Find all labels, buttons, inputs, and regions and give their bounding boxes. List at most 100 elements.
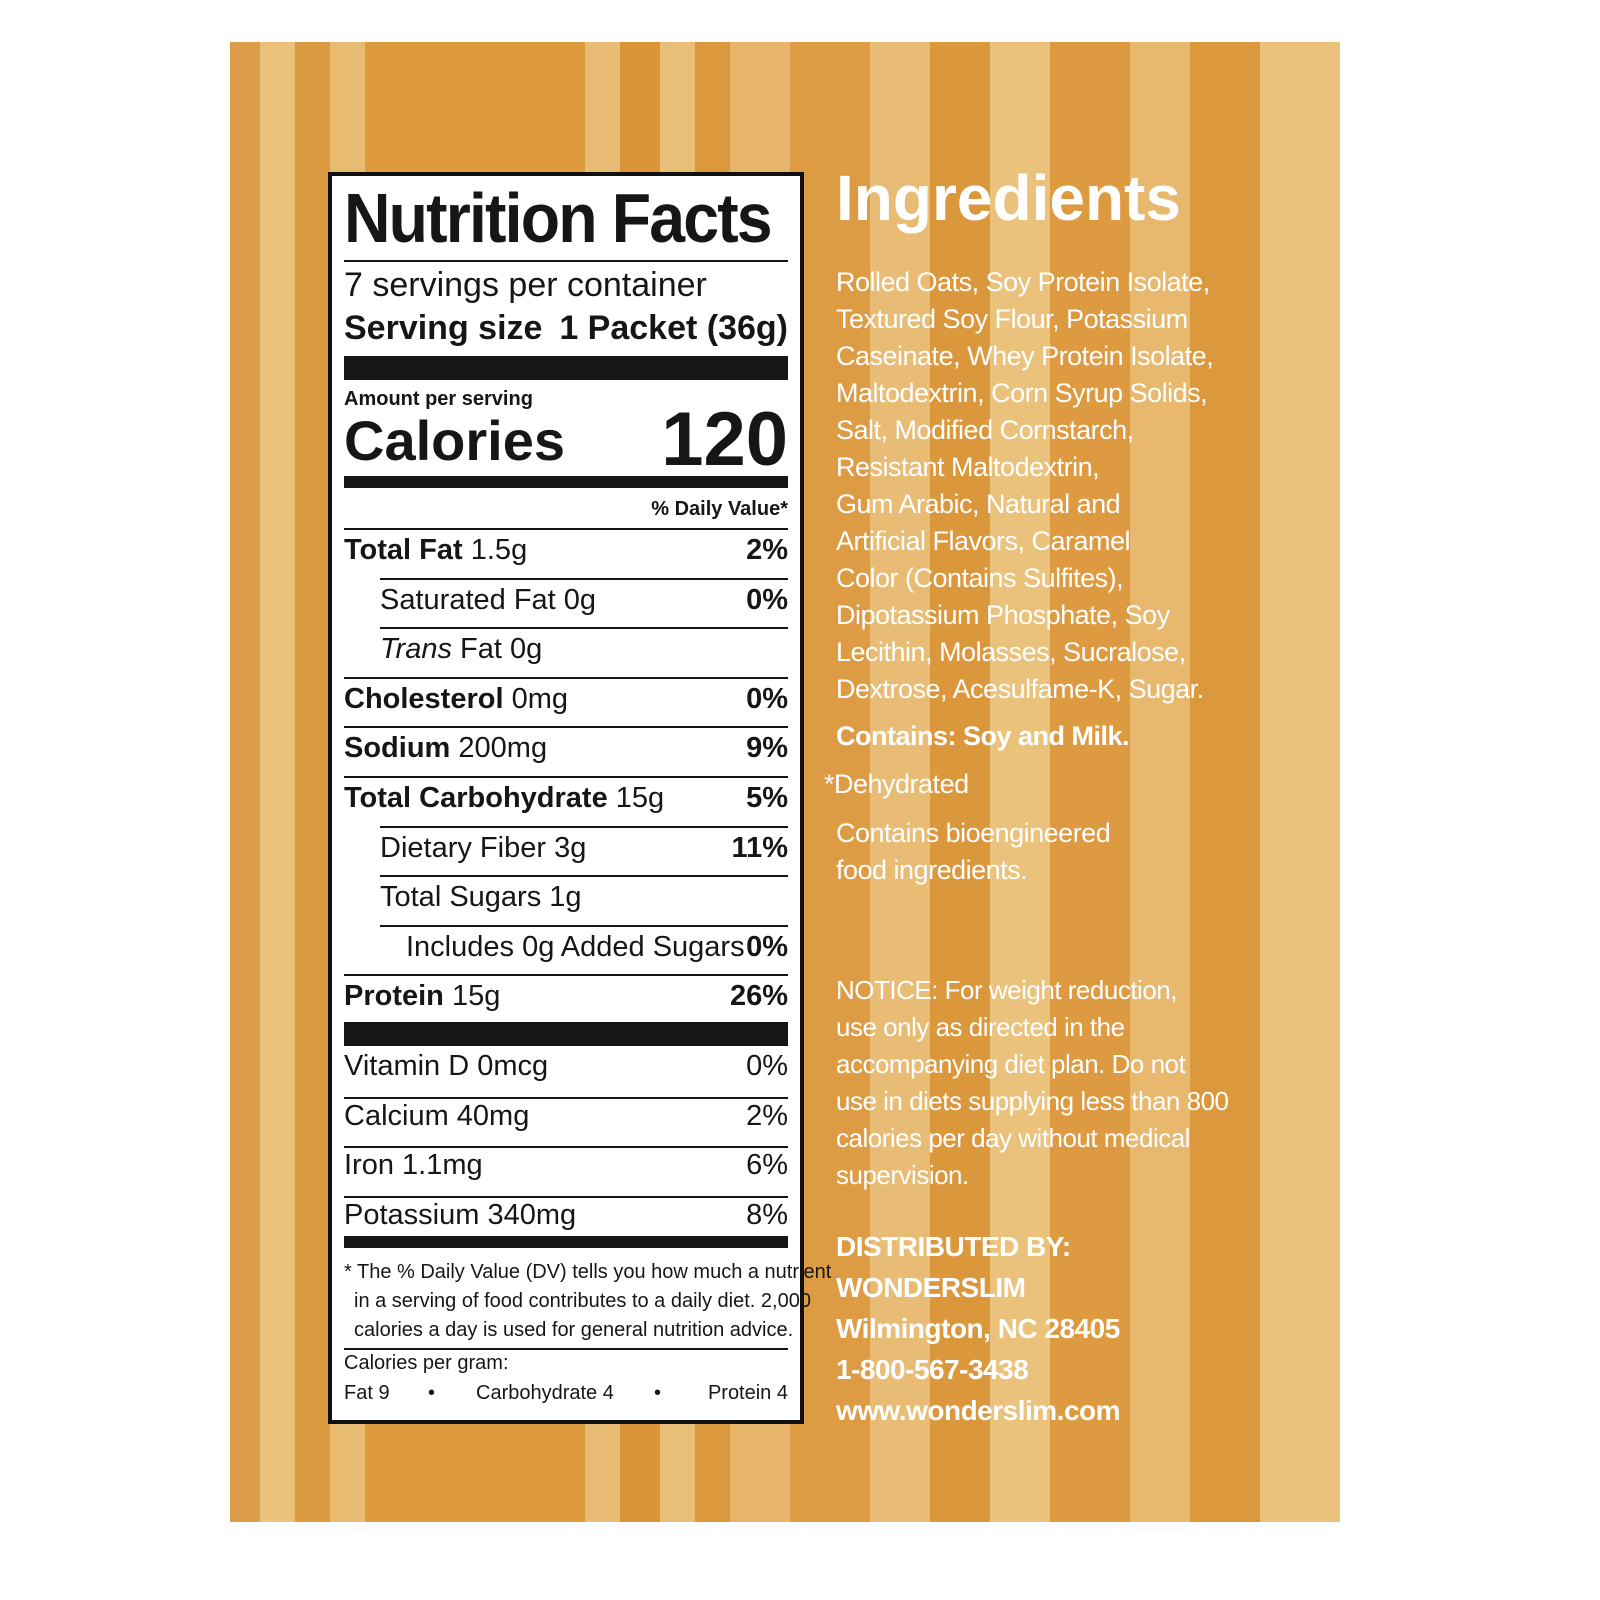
nutrition-title: Nutrition Facts: [344, 179, 773, 257]
ingredient-line: Artificial Flavors, Caramel: [836, 526, 1131, 556]
ingredient-line: Dextrose, Acesulfame-K, Sugar.: [836, 674, 1204, 704]
distributor-line: WONDERSLIM: [836, 1272, 1026, 1303]
nutrient-row: Saturated Fat 0g: [380, 584, 596, 617]
row-divider: [344, 1195, 788, 1198]
vitamin-name: Potassium 340mg: [344, 1198, 577, 1231]
nutrient-row: Protein 15g: [344, 980, 500, 1013]
nutrient-name: Total Carbohydrate: [344, 782, 608, 814]
nutrient-name: Sodium: [344, 732, 451, 765]
ingredient-line: Maltodextrin, Corn Syrup Solids,: [836, 378, 1208, 408]
allergen-statement: Contains: Soy and Milk.: [836, 721, 1130, 751]
serving-size-value: 1 Packet (36g): [559, 309, 788, 347]
ingredient-line: Caseinate, Whey Protein Isolate,: [836, 341, 1214, 371]
nutrient-name: Trans: [380, 633, 452, 666]
carb-per-gram: Carbohydrate 4: [476, 1382, 614, 1404]
bullet: •: [428, 1382, 436, 1404]
vitamin-name: Vitamin D 0mcg: [344, 1050, 549, 1082]
nutrient-row: Total Carbohydrate 15g: [344, 782, 664, 815]
vitamin-name: Calcium 40mg: [344, 1099, 530, 1132]
ingredient-line: Color (Contains Sulfites),: [836, 563, 1124, 593]
ingredient-line: Textured Soy Flour, Potassium: [836, 304, 1188, 334]
nutrient-amount: 0g: [563, 583, 597, 616]
row-divider: [344, 676, 788, 679]
vitamin-name: Iron 1.1mg: [344, 1149, 483, 1181]
nutrient-name: Total Fat: [344, 534, 463, 566]
notice-line: accompanying diet plan. Do not: [836, 1049, 1186, 1079]
row-divider: [344, 776, 788, 778]
nutrient-daily-value: 5%: [746, 782, 788, 814]
footnote-line: in a serving of food contributes to a da…: [354, 1290, 811, 1312]
ingredients-title: Ingredients: [836, 162, 1181, 234]
distributor-line: DISTRIBUTED BY:: [836, 1231, 1071, 1262]
vitamin-daily-value: 0%: [746, 1050, 788, 1082]
dehydrated-note: *Dehydrated: [824, 769, 969, 799]
nutrient-daily-value: 26%: [729, 980, 788, 1013]
nutrient-row: Sodium 200mg: [344, 732, 547, 765]
bullet: •: [654, 1382, 662, 1404]
row-divider: [344, 1096, 788, 1099]
nutrient-amount: Fat 0g: [460, 633, 543, 666]
nutrient-amount: 0mg: [511, 682, 569, 715]
notice-line: use in diets supplying less than 800: [836, 1086, 1229, 1116]
nutrient-row: Includes 0g Added Sugars: [406, 931, 745, 964]
row-divider: [344, 974, 788, 977]
notice-line: use only as directed in the: [836, 1012, 1125, 1042]
calories-label: Calories: [344, 409, 565, 472]
nutrient-name: Protein: [344, 980, 444, 1013]
nutrient-daily-value: 0%: [746, 583, 788, 616]
row-divider: [380, 627, 788, 630]
nutrient-row: Dietary Fiber 3g: [380, 832, 586, 865]
ingredient-line: Gum Arabic, Natural and: [836, 489, 1121, 519]
ingredient-line: Salt, Modified Cornstarch,: [836, 415, 1134, 445]
nutrient-row: Total Fat 1.5g: [344, 534, 527, 567]
nutrient-name: Saturated Fat: [380, 583, 556, 616]
nutrient-name: Includes 0g Added Sugars: [406, 930, 745, 963]
nutrient-amount: 1g: [549, 881, 582, 914]
nutrient-daily-value: 2%: [746, 534, 788, 566]
nutrient-row: Trans Fat 0g: [380, 633, 542, 666]
distributor-line: 1-800-567-3438: [836, 1354, 1029, 1385]
nutrient-name: Total Sugars: [380, 881, 542, 914]
vitamin-daily-value: 2%: [746, 1099, 788, 1132]
daily-value-header: % Daily Value*: [651, 498, 788, 520]
nutrient-daily-value: 0%: [746, 682, 788, 715]
row-divider: [344, 726, 788, 729]
vitamin-daily-value: 8%: [746, 1198, 788, 1231]
row-divider: [380, 924, 788, 927]
calories-value: 120: [661, 397, 788, 482]
row-divider: [344, 528, 788, 530]
nutrient-daily-value: 0%: [746, 930, 788, 963]
notice-line: calories per day without medical: [836, 1123, 1190, 1153]
ingredient-line: Resistant Maltodextrin,: [836, 452, 1100, 482]
nutrient-row: Total Sugars 1g: [380, 881, 582, 914]
nutrient-daily-value: 9%: [746, 732, 788, 765]
calories-per-gram: Calories per gram:: [344, 1352, 509, 1374]
row-divider: [380, 825, 788, 828]
nutrient-name: Dietary Fiber: [380, 831, 546, 864]
nutrient-daily-value: 11%: [731, 831, 788, 864]
notice-line: NOTICE: For weight reduction,: [836, 975, 1177, 1005]
nutrient-row: Cholesterol 0mg: [344, 683, 568, 716]
nutrition-facts-label: Nutrition Facts 7 servings per container…: [328, 172, 831, 1424]
fat-per-gram: Fat 9: [344, 1382, 390, 1404]
nutrient-name: Cholesterol: [344, 682, 504, 715]
notice-line: supervision.: [836, 1160, 969, 1190]
row-divider: [380, 577, 788, 580]
nutrient-amount: 1.5g: [470, 534, 528, 566]
protein-per-gram: Protein 4: [707, 1382, 788, 1404]
vitamin-daily-value: 6%: [746, 1149, 788, 1181]
ingredient-line: Rolled Oats, Soy Protein Isolate,: [836, 267, 1210, 297]
nutrient-amount: 200mg: [458, 732, 548, 765]
bioengineered-line: Contains bioengineered: [836, 818, 1111, 848]
footnote-line: * The % Daily Value (DV) tells you how m…: [344, 1261, 832, 1283]
ingredient-line: Dipotassium Phosphate, Soy: [836, 600, 1170, 630]
ingredient-line: Lecithin, Molasses, Sucralose,: [836, 637, 1186, 667]
nutrient-amount: 3g: [554, 831, 587, 864]
row-divider: [380, 875, 788, 878]
nutrient-amount: 15g: [615, 782, 665, 814]
distributor-line: www.wonderslim.com: [836, 1395, 1121, 1426]
amount-per-serving: Amount per serving: [344, 388, 533, 410]
serving-size-label: Serving size: [344, 309, 543, 347]
servings-per-container: 7 servings per container: [344, 266, 707, 304]
distributor-line: Wilmington, NC 28405: [836, 1313, 1120, 1344]
